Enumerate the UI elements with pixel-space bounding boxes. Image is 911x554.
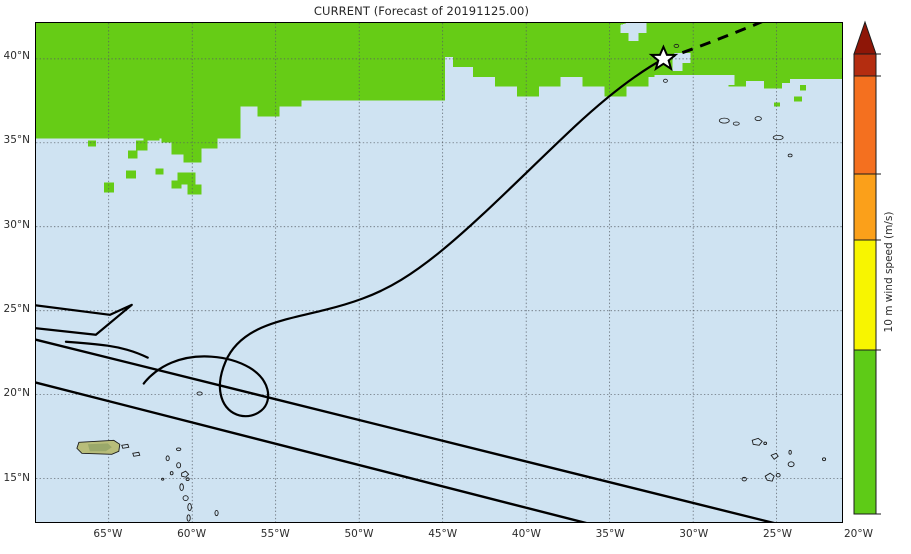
x-tick-label: 25°W	[763, 528, 792, 540]
storm-track-past-tail	[64, 340, 149, 359]
wind-speed-mass	[36, 23, 635, 195]
colorbar[interactable]: 70 58 49 43 33 18	[853, 20, 881, 523]
map-gridlines	[36, 23, 842, 522]
colorbar-segment-43-49	[853, 173, 877, 241]
colorbar-segment-18-33	[853, 349, 877, 515]
colorbar-axis-label: 10 m wind speed (m/s)	[883, 211, 895, 333]
coastline-ocean-intrusions	[620, 23, 842, 109]
colorbar-canvas	[853, 20, 881, 515]
forecast-swath-boundaries	[36, 338, 775, 522]
current-position-star[interactable]	[648, 44, 679, 72]
colorbar-segment-49-58	[853, 75, 877, 175]
map-plot-area[interactable]	[35, 22, 843, 523]
x-tick-label: 50°W	[344, 528, 374, 540]
x-tick-label: 30°W	[679, 528, 709, 540]
colorbar-segment-58-70	[853, 53, 877, 77]
swath-line-lower	[36, 381, 587, 522]
map-canvas	[36, 23, 842, 522]
storm-track-past	[142, 57, 665, 418]
x-tick-label: 45°W	[428, 528, 458, 540]
x-tick-label: 40°W	[511, 528, 541, 540]
swath-line-upper	[36, 338, 775, 522]
x-tick-label: 60°W	[177, 528, 207, 540]
x-tick-label: 65°W	[93, 528, 123, 540]
colorbar-segment-33-43	[853, 239, 877, 351]
x-tick-label: 35°W	[595, 528, 625, 540]
x-tick-label: 55°W	[260, 528, 290, 540]
colorbar-extend-arrow	[853, 20, 877, 55]
cape-verde-islands	[741, 437, 827, 482]
figure-title: CURRENT (Forecast of 20191125.00)	[313, 4, 530, 18]
x-tick-label: 20°W	[844, 528, 873, 540]
boundary-polyline-northwest	[36, 303, 133, 336]
azores-island-outlines	[663, 43, 793, 158]
small-island-outlines	[196, 391, 203, 396]
caribbean-islands	[76, 439, 219, 522]
